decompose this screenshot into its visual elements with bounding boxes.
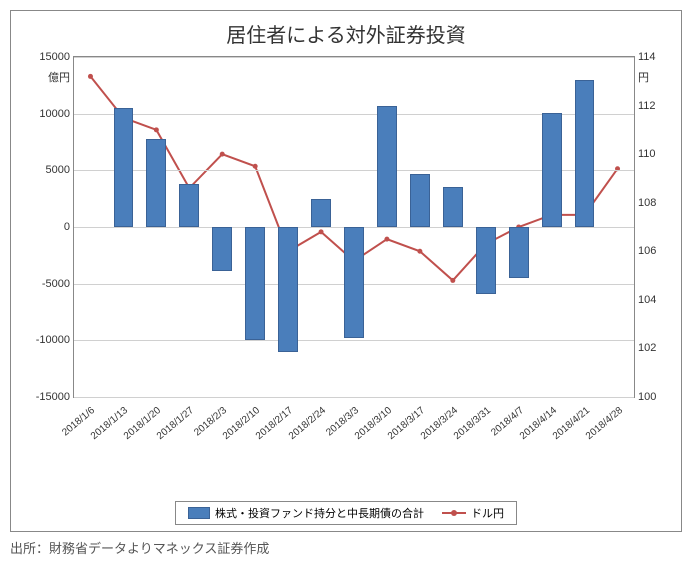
right-tick-label: 106 bbox=[638, 245, 656, 257]
bar bbox=[212, 227, 232, 271]
gridline bbox=[74, 57, 634, 58]
right-tick-label: 100 bbox=[638, 391, 656, 403]
bar bbox=[311, 199, 331, 227]
bar bbox=[146, 139, 166, 227]
left-tick-label: 10000 bbox=[39, 108, 70, 120]
right-tick-label: 110 bbox=[638, 148, 656, 160]
chart-title: 居住者による対外証券投資 bbox=[11, 11, 681, 52]
left-axis-unit: 億円 bbox=[48, 69, 70, 85]
left-tick-label: 5000 bbox=[46, 164, 70, 176]
left-tick-label: 0 bbox=[64, 221, 70, 233]
legend-bar-swatch bbox=[188, 507, 210, 519]
bar bbox=[344, 227, 364, 338]
legend-item-bars: 株式・投資ファンド持分と中長期債の合計 bbox=[188, 505, 424, 521]
legend: 株式・投資ファンド持分と中長期債の合計 ドル円 bbox=[175, 501, 517, 525]
legend-line-swatch bbox=[442, 512, 466, 514]
bar bbox=[575, 80, 595, 227]
right-tick-label: 108 bbox=[638, 197, 656, 209]
bar bbox=[509, 227, 529, 278]
left-tick-label: -5000 bbox=[42, 278, 70, 290]
left-tick-label: -10000 bbox=[36, 334, 70, 346]
left-tick-label: -15000 bbox=[36, 391, 70, 403]
bar bbox=[476, 227, 496, 294]
bar bbox=[542, 113, 562, 227]
source-text: 出所：財務省データよりマネックス証券作成 bbox=[10, 538, 680, 557]
right-tick-label: 104 bbox=[638, 294, 656, 306]
gridline bbox=[74, 397, 634, 398]
plot-area: 億円 円 -15000-10000-5000050001000015000100… bbox=[73, 56, 635, 398]
right-tick-label: 102 bbox=[638, 342, 656, 354]
chart-container: 居住者による対外証券投資 億円 円 -15000-10000-500005000… bbox=[10, 10, 682, 532]
bar bbox=[245, 227, 265, 340]
right-tick-label: 112 bbox=[638, 100, 656, 112]
bar bbox=[278, 227, 298, 352]
bar bbox=[377, 106, 397, 227]
bar bbox=[179, 184, 199, 227]
left-tick-label: 15000 bbox=[39, 51, 70, 63]
bar bbox=[443, 187, 463, 227]
bar bbox=[114, 108, 134, 227]
right-axis-unit: 円 bbox=[638, 69, 649, 85]
legend-item-line: ドル円 bbox=[442, 505, 504, 521]
gridline bbox=[74, 340, 634, 341]
bar bbox=[410, 174, 430, 227]
legend-line-label: ドル円 bbox=[471, 505, 504, 521]
right-tick-label: 114 bbox=[638, 51, 656, 63]
legend-bar-label: 株式・投資ファンド持分と中長期債の合計 bbox=[215, 505, 424, 521]
